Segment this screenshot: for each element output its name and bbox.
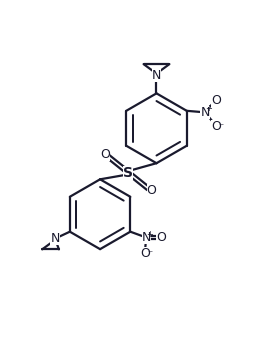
Text: O: O	[211, 120, 221, 132]
Text: N: N	[152, 68, 161, 82]
Text: +: +	[205, 104, 212, 113]
Text: O: O	[156, 231, 166, 244]
Text: +: +	[147, 230, 153, 239]
Text: N: N	[200, 106, 210, 119]
Text: O: O	[211, 94, 221, 107]
Text: N: N	[142, 231, 151, 244]
Text: ⁻: ⁻	[218, 122, 224, 132]
Text: N: N	[50, 232, 60, 245]
Text: S: S	[123, 166, 133, 179]
Text: O: O	[147, 184, 157, 197]
Text: O: O	[100, 148, 110, 161]
Text: O: O	[140, 247, 150, 260]
Text: ⁻: ⁻	[147, 250, 153, 260]
